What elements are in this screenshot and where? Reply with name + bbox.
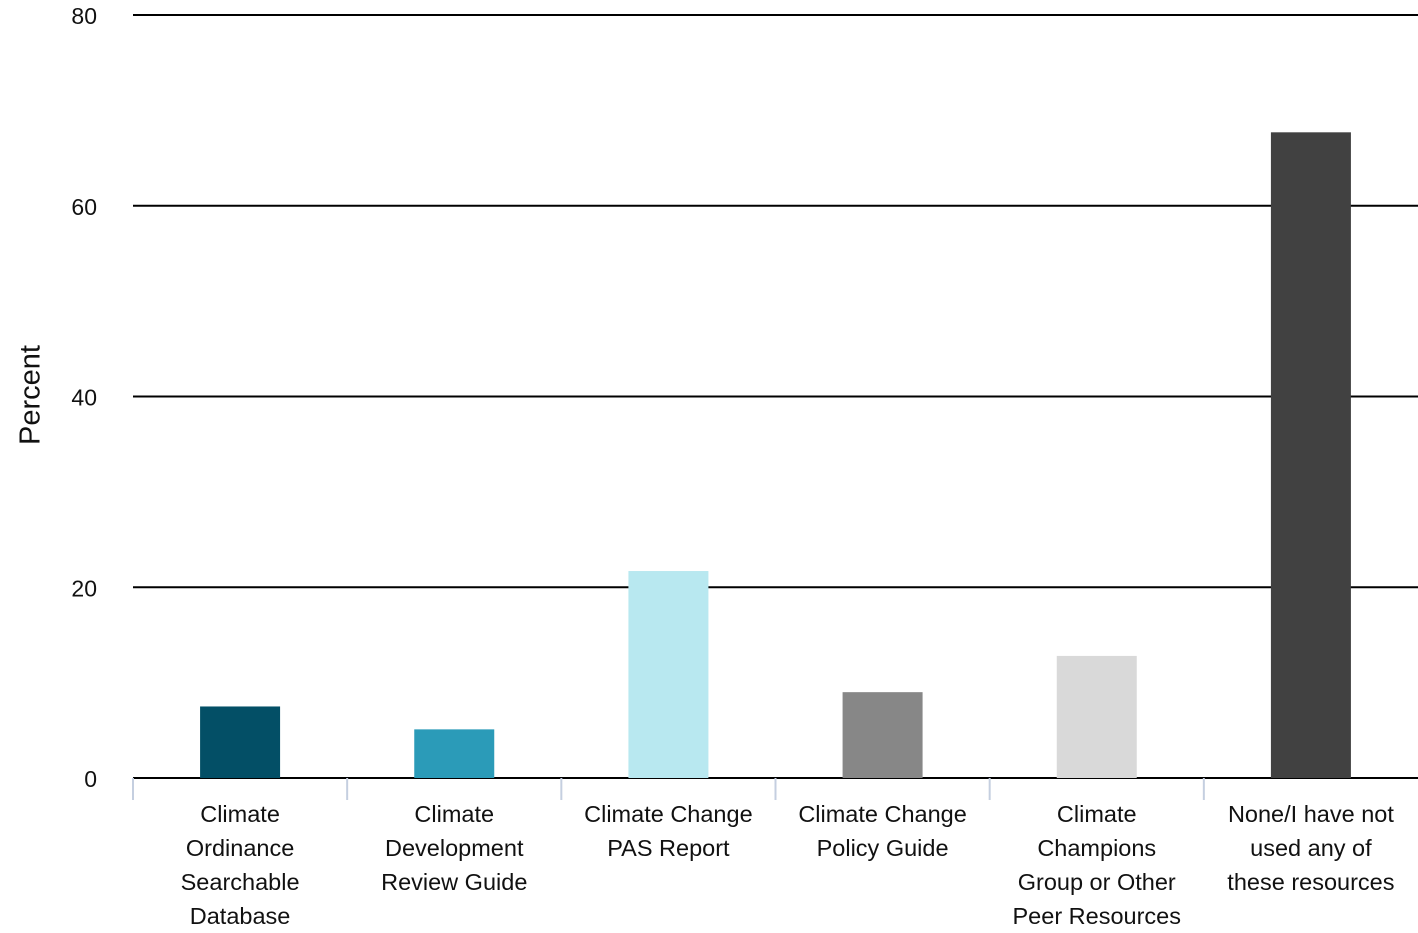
x-tick-label: Climate Change Policy Guide xyxy=(798,801,967,861)
x-tick-label: Climate Development Review Guide xyxy=(381,801,528,895)
x-tick-label: Climate Champions Group or Other Peer Re… xyxy=(1012,801,1182,929)
bar xyxy=(1056,655,1137,778)
y-axis-label: Percent xyxy=(15,345,47,445)
x-tick-label: Climate Ordinance Searchable Database xyxy=(180,801,300,929)
bar xyxy=(842,692,923,778)
y-tick-label: 0 xyxy=(84,766,97,792)
x-tick-label: None/I have not used any of these resour… xyxy=(1227,801,1395,895)
y-tick-label: 60 xyxy=(71,194,97,220)
bar xyxy=(414,729,495,778)
bar xyxy=(1270,132,1351,778)
y-tick-label: 20 xyxy=(71,575,97,601)
x-tick-label: Climate Change PAS Report xyxy=(584,801,753,861)
bar xyxy=(200,706,281,778)
y-tick-label: 80 xyxy=(71,3,97,29)
y-tick-label: 40 xyxy=(71,385,97,411)
bar xyxy=(628,571,709,778)
